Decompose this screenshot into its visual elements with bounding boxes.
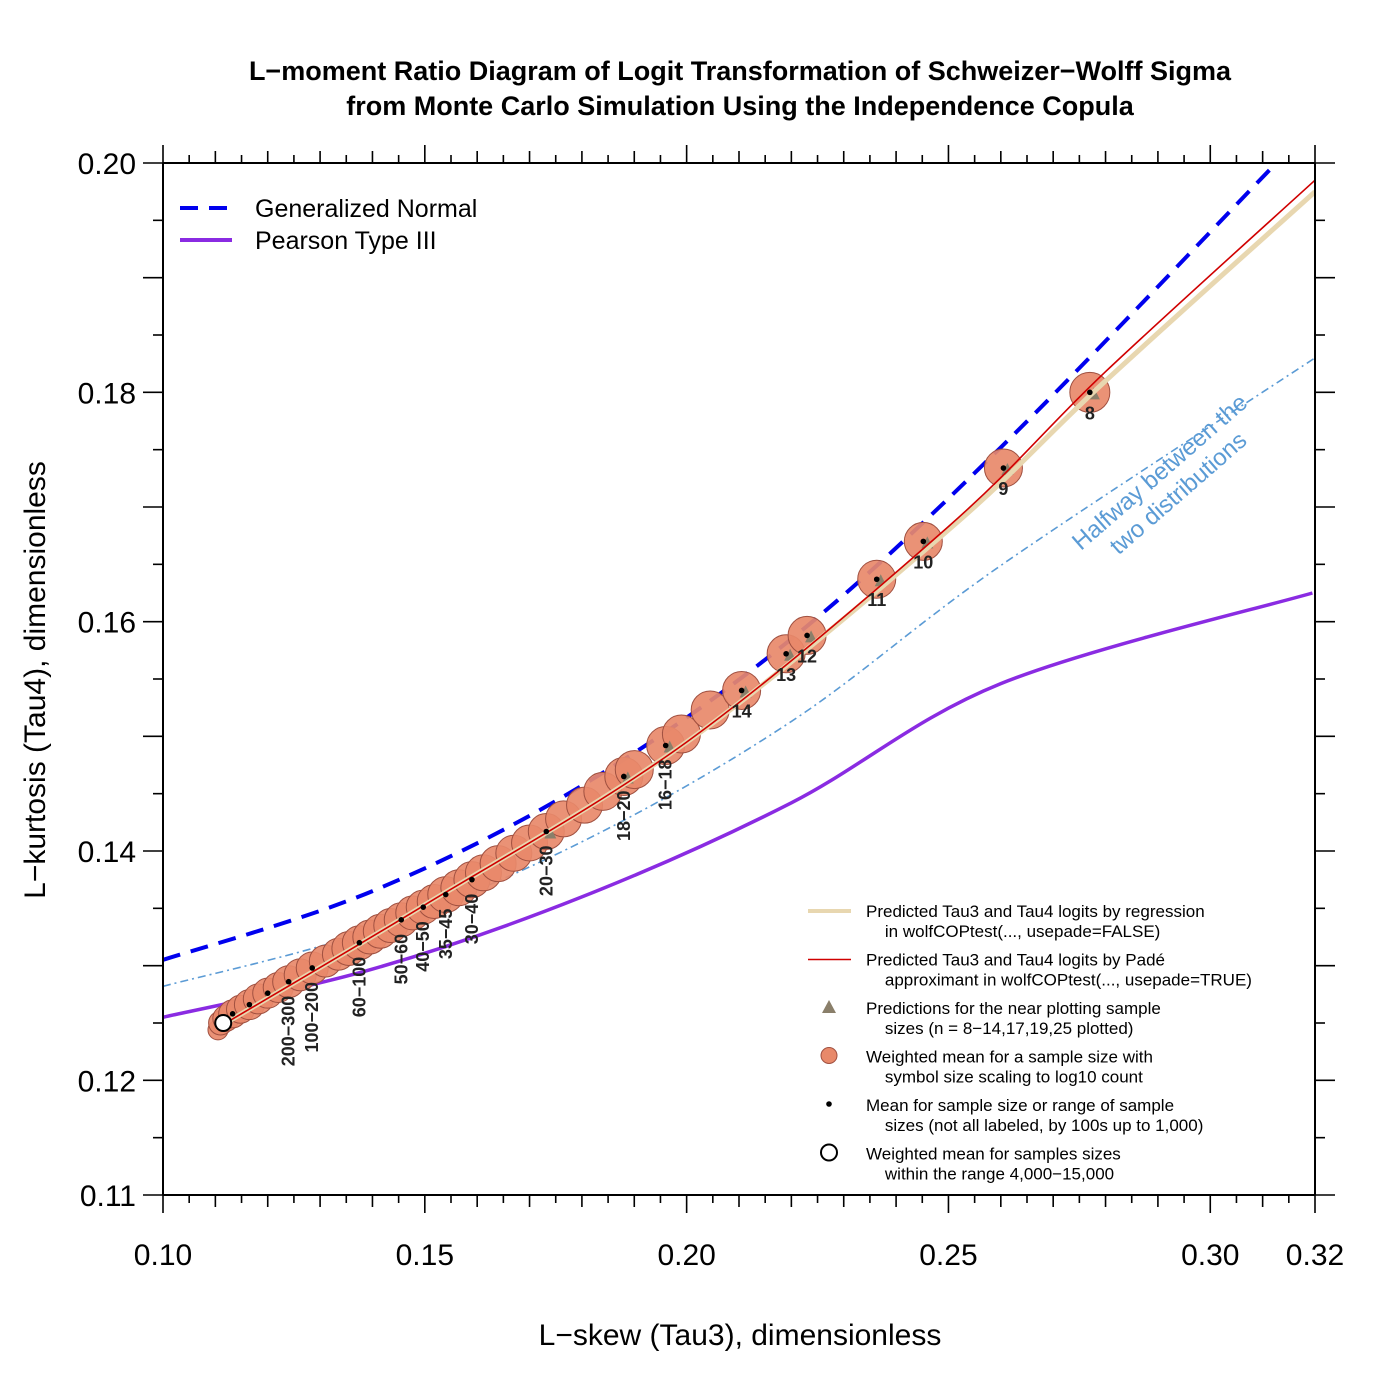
mean-dot bbox=[469, 876, 475, 883]
x-axis-label: L−skew (Tau3), dimensionless bbox=[539, 1319, 942, 1352]
x-tick-label: 0.15 bbox=[396, 1239, 454, 1272]
open-circle-marker bbox=[214, 1014, 233, 1032]
legend-bottom-label: Predicted Tau3 and Tau4 logits by regres… bbox=[866, 902, 1205, 941]
y-tick-label: 0.18 bbox=[78, 377, 136, 410]
mean-dot bbox=[920, 538, 927, 545]
legend-top: Generalized Normal Pearson Type III bbox=[180, 195, 477, 255]
x-tick-label: 0.20 bbox=[657, 1239, 715, 1272]
legend-bottom-label: Predicted Tau3 and Tau4 logits by Padé a… bbox=[866, 951, 1252, 990]
y-tick-label: 0.16 bbox=[78, 607, 136, 640]
mean-dot bbox=[804, 632, 810, 639]
legend-bottom-label: Weighted mean for a sample size with sym… bbox=[866, 1048, 1153, 1087]
mean-dot bbox=[621, 773, 627, 780]
chart-title: L−moment Ratio Diagram of Logit Transfor… bbox=[249, 56, 1232, 86]
legend-bottom-label-line: Predictions for the near plotting sample bbox=[866, 999, 1161, 1018]
x-tick-label: 0.32 bbox=[1286, 1239, 1344, 1272]
regression-curve bbox=[224, 189, 1315, 1026]
sample-size-label: 35−45 bbox=[436, 909, 456, 960]
sample-size-label: 8 bbox=[1085, 403, 1095, 423]
sample-size-label: 13 bbox=[776, 665, 796, 685]
mean-dot bbox=[420, 904, 427, 910]
mean-dot bbox=[398, 917, 405, 923]
halfway-annotation-line: Halfway between the bbox=[1067, 389, 1253, 556]
legend-bottom-label-line: Mean for sample size or range of sample bbox=[866, 1096, 1174, 1115]
x-tick-label: 0.30 bbox=[1181, 1239, 1239, 1272]
legend-bottom-label-line: in wolfCOPtest(..., usepade=FALSE) bbox=[866, 922, 1160, 941]
mean-dot bbox=[1087, 389, 1093, 396]
pade-curve bbox=[225, 179, 1315, 1024]
x-tick-label: 0.25 bbox=[919, 1239, 977, 1272]
mean-dot bbox=[229, 1011, 236, 1017]
legend-bottom: Predicted Tau3 and Tau4 logits by regres… bbox=[808, 902, 1252, 1184]
halfway-annotation: Halfway between thetwo distributions bbox=[1067, 389, 1271, 577]
legend-bottom-label-line: Weighted mean for samples sizes bbox=[866, 1145, 1121, 1164]
legend-top-label: Pearson Type III bbox=[255, 227, 437, 255]
sample-size-label: 100−200 bbox=[302, 982, 322, 1053]
sample-size-label: 30−40 bbox=[462, 894, 482, 945]
legend-bottom-swatch bbox=[826, 1101, 832, 1107]
sample-size-label: 50−60 bbox=[391, 934, 411, 985]
legend-bottom-label-line: Predicted Tau3 and Tau4 logits by Padé bbox=[866, 951, 1165, 970]
legend-bottom-label: Mean for sample size or range of sample … bbox=[866, 1096, 1203, 1135]
y-tick-label: 0.20 bbox=[78, 148, 136, 181]
sample-size-label: 60−100 bbox=[349, 957, 369, 1018]
legend-bottom-label-line: Weighted mean for a sample size with bbox=[866, 1048, 1153, 1067]
legend-bottom-swatch bbox=[820, 1143, 838, 1162]
sample-size-label: 18−20 bbox=[614, 790, 634, 841]
legend-bottom-label-line: Predicted Tau3 and Tau4 logits by regres… bbox=[866, 902, 1205, 921]
sample-size-label: 200−300 bbox=[279, 996, 299, 1067]
legend-top-label: Generalized Normal bbox=[255, 195, 477, 223]
mean-dot bbox=[1000, 465, 1007, 471]
mean-dot bbox=[356, 939, 363, 946]
mean-dot bbox=[543, 828, 550, 835]
legend-bottom-label: Predictions for the near plotting sample… bbox=[866, 999, 1161, 1038]
pe3-curve bbox=[163, 591, 1313, 1020]
legend-bottom-label-line: sizes (not all labeled, by 100s up to 1,… bbox=[866, 1116, 1203, 1135]
sample-size-label: 11 bbox=[867, 590, 886, 610]
sample-size-label: 40−50 bbox=[413, 921, 433, 972]
legend-bottom-swatch bbox=[822, 1000, 836, 1013]
legend-bottom-swatch bbox=[820, 1047, 838, 1064]
mean-dot bbox=[264, 990, 271, 996]
mean-dot bbox=[442, 891, 449, 898]
mean-dot bbox=[285, 978, 292, 985]
prediction-triangle bbox=[805, 630, 818, 643]
sample-size-label: 9 bbox=[998, 479, 1008, 499]
mean-dot bbox=[662, 742, 669, 749]
y-tick-label: 0.12 bbox=[78, 1065, 136, 1098]
sample-size-label: 14 bbox=[732, 701, 752, 721]
y-tick-label: 0.11 bbox=[80, 1180, 136, 1213]
sample-size-label: 20−30 bbox=[536, 846, 556, 897]
mean-dot bbox=[738, 687, 745, 694]
x-tick-label: 0.10 bbox=[134, 1239, 192, 1272]
legend-bottom-label-line: symbol size scaling to log10 count bbox=[866, 1068, 1143, 1087]
legend-bottom-label-line: approximant in wolfCOPtest(..., usepade=… bbox=[866, 971, 1252, 990]
mean-dot bbox=[873, 576, 880, 583]
sample-size-label: 16−18 bbox=[656, 760, 676, 811]
chart-subtitle: from Monte Carlo Simulation Using the In… bbox=[346, 91, 1135, 121]
sample-size-label: 12 bbox=[797, 646, 817, 666]
legend-bottom-label: Weighted mean for samples sizes within t… bbox=[866, 1145, 1121, 1184]
y-tick-label: 0.14 bbox=[78, 836, 136, 869]
mean-dot bbox=[309, 965, 316, 971]
gno-curve bbox=[163, 163, 1278, 962]
legend-bottom-label-line: within the range 4,000−15,000 bbox=[866, 1165, 1114, 1184]
mean-dot bbox=[783, 650, 789, 657]
sample-size-label: 10 bbox=[913, 552, 933, 572]
mean-dot bbox=[246, 1001, 253, 1008]
legend-bottom-label-line: sizes (n = 8−14,17,19,25 plotted) bbox=[866, 1019, 1133, 1038]
axes: 0.10 0.15 0.20 0.25 0.30 0.32 0.11 0.12 0.14 0.16… bbox=[78, 145, 1344, 1272]
y-axis-label: L−kurtosis (Tau4), dimensionless bbox=[19, 461, 52, 899]
